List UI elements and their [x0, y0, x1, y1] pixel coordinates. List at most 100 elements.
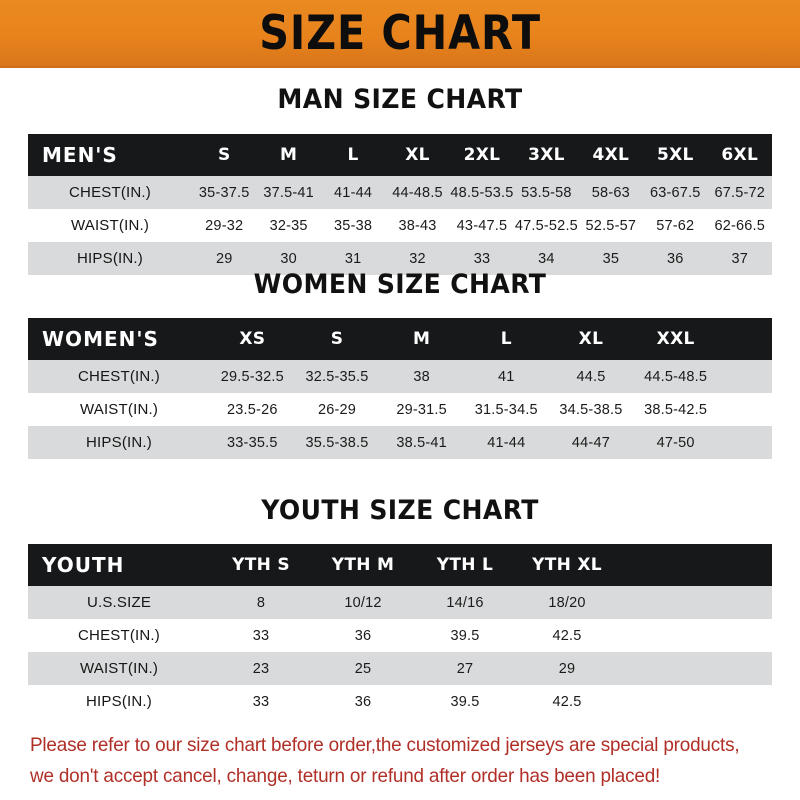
youth-waist-yth-m: 25 [354, 660, 372, 677]
youth-waist-row-label: WAIST(IN.) [79, 660, 159, 677]
table-row: HIPS(IN.) 29 30 31 32 33 34 35 36 37 [28, 242, 772, 275]
table-row: CHEST(IN.) 35-37.5 37.5-41 41-44 44-48.5… [28, 176, 772, 209]
man-chest-6xl: 67.5-72 [714, 184, 766, 201]
women-hips-row-label: HIPS(IN.) [86, 434, 152, 451]
youth-hips-row-label: HIPS(IN.) [86, 693, 152, 710]
youth-header-row: YOUTH YTH S YTH M YTH L YTH XL [28, 544, 772, 586]
man-waist-2xl: 43-47.5 [456, 217, 508, 234]
women-waist-row-label: WAIST(IN.) [79, 401, 159, 418]
youth-section-title: YOUTH SIZE CHART [261, 495, 539, 526]
women-chest-empty-1 [718, 360, 772, 393]
table-row: CHEST(IN.) 29.5-32.5 32.5-35.5 38 41 44.… [28, 360, 772, 393]
man-size-col-l: L [347, 145, 359, 165]
youth-waist-empty-1 [618, 652, 772, 685]
women-table-head: WOMEN'S XS S M L XL XXL [28, 318, 772, 360]
youth-ussize-yth-s: 8 [256, 594, 266, 611]
youth-hips-yth-xl: 42.5 [552, 693, 582, 710]
youth-ussize-row-label: U.S.SIZE [86, 594, 152, 611]
women-chest-xs: 29.5-32.5 [220, 368, 284, 385]
women-hips-xl: 44-47 [571, 434, 610, 451]
man-size-col-5xl: 5XL [656, 145, 694, 165]
youth-hips-yth-s: 33 [252, 693, 270, 710]
women-size-col-l: L [500, 329, 512, 349]
women-waist-xs: 23.5-26 [227, 401, 278, 418]
youth-row-header-label: YOUTH [42, 553, 125, 577]
man-table-head: MEN'S S M L XL 2XL 3XL 4XL 5XL 6XL [28, 134, 772, 176]
man-header-row: MEN'S S M L XL 2XL 3XL 4XL 5XL 6XL [28, 134, 772, 176]
youth-chest-yth-l: 39.5 [450, 627, 480, 644]
man-waist-s: 29-32 [205, 217, 244, 234]
man-chest-l: 41-44 [334, 184, 373, 201]
youth-table-body: U.S.SIZE 8 10/12 14/16 18/20 CHEST(IN.) … [28, 586, 772, 718]
man-size-col-6xl: 6XL [721, 145, 759, 165]
order-policy-note: Please refer to our size chart before or… [30, 730, 756, 792]
man-hips-2xl: 33 [473, 250, 491, 267]
man-size-col-s: S [217, 145, 231, 165]
women-waist-l: 31.5-34.5 [474, 401, 538, 418]
youth-hips-yth-m: 36 [354, 693, 372, 710]
man-chest-xl: 44-48.5 [392, 184, 443, 201]
women-hips-empty-1 [718, 426, 772, 459]
table-row: HIPS(IN.) 33-35.5 35.5-38.5 38.5-41 41-4… [28, 426, 772, 459]
youth-ussize-empty-1 [618, 586, 772, 619]
youth-size-chart-block: YOUTH YTH S YTH M YTH L YTH XL U.S.SIZE … [28, 544, 772, 718]
man-chest-row-label: CHEST(IN.) [69, 184, 151, 201]
table-row: U.S.SIZE 8 10/12 14/16 18/20 [28, 586, 772, 619]
man-waist-5xl: 57-62 [656, 217, 695, 234]
women-size-col-xxl: XXL [656, 329, 695, 349]
women-chest-s: 32.5-35.5 [305, 368, 369, 385]
man-chest-2xl: 48.5-53.5 [450, 184, 514, 201]
women-hips-xs: 33-35.5 [227, 434, 278, 451]
man-size-table: MEN'S S M L XL 2XL 3XL 4XL 5XL 6XL CHEST… [28, 134, 772, 275]
man-hips-m: 30 [280, 250, 297, 267]
women-hips-xxl: 47-50 [656, 434, 695, 451]
man-waist-4xl: 52.5-57 [585, 217, 637, 234]
youth-waist-yth-xl: 29 [558, 660, 576, 677]
table-row: WAIST(IN.) 23 25 27 29 [28, 652, 772, 685]
man-waist-l: 35-38 [334, 217, 373, 234]
man-section-title: MAN SIZE CHART [277, 84, 523, 115]
man-waist-3xl: 47.5-52.5 [514, 217, 578, 234]
man-table-body: CHEST(IN.) 35-37.5 37.5-41 41-44 44-48.5… [28, 176, 772, 275]
women-row-header-label: WOMEN'S [42, 327, 159, 351]
youth-ussize-yth-l: 14/16 [446, 594, 484, 611]
man-size-col-m: M [280, 145, 298, 165]
man-waist-xl: 38-43 [398, 217, 437, 234]
man-size-col-2xl: 2XL [463, 145, 501, 165]
youth-table-head: YOUTH YTH S YTH M YTH L YTH XL [28, 544, 772, 586]
women-chest-xl: 44.5 [576, 368, 606, 385]
women-size-col-xs: XS [239, 329, 266, 349]
man-hips-xl: 32 [409, 250, 426, 267]
man-hips-5xl: 36 [667, 250, 684, 267]
man-waist-m: 32-35 [269, 217, 308, 234]
man-chest-4xl: 58-63 [591, 184, 630, 201]
table-row: WAIST(IN.) 29-32 32-35 35-38 38-43 43-47… [28, 209, 772, 242]
women-size-table: WOMEN'S XS S M L XL XXL CHEST(IN.) 29.5-… [28, 318, 772, 459]
youth-size-col-yth-m: YTH M [331, 555, 395, 575]
youth-ussize-yth-xl: 18/20 [548, 594, 586, 611]
youth-size-col-yth-l: YTH L [436, 555, 494, 575]
man-waist-6xl: 62-66.5 [714, 217, 766, 234]
women-chest-l: 41 [498, 368, 515, 385]
table-row: CHEST(IN.) 33 36 39.5 42.5 [28, 619, 772, 652]
youth-waist-yth-l: 27 [456, 660, 474, 677]
youth-size-col-yth-s: YTH S [232, 555, 290, 575]
women-chest-row-label: CHEST(IN.) [78, 368, 160, 385]
youth-hips-yth-l: 39.5 [450, 693, 480, 710]
order-policy-note-line-1: Please refer to our size chart before or… [30, 734, 740, 756]
women-size-col-xl: XL [578, 329, 604, 349]
women-section-title: WOMEN SIZE CHART [253, 269, 547, 300]
youth-chest-yth-s: 33 [252, 627, 270, 644]
women-waist-empty-1 [718, 393, 772, 426]
youth-chest-yth-m: 36 [354, 627, 372, 644]
page-title: SIZE CHART [259, 5, 541, 61]
man-hips-4xl: 35 [602, 250, 620, 267]
women-chest-m: 38 [413, 368, 430, 385]
women-size-col-s: S [330, 329, 344, 349]
youth-size-table: YOUTH YTH S YTH M YTH L YTH XL U.S.SIZE … [28, 544, 772, 718]
women-size-chart-block: WOMEN'S XS S M L XL XXL CHEST(IN.) 29.5-… [28, 318, 772, 459]
youth-waist-yth-s: 23 [252, 660, 270, 677]
youth-hips-empty-1 [618, 685, 772, 718]
man-waist-row-label: WAIST(IN.) [70, 217, 150, 234]
women-waist-m: 29-31.5 [396, 401, 447, 418]
